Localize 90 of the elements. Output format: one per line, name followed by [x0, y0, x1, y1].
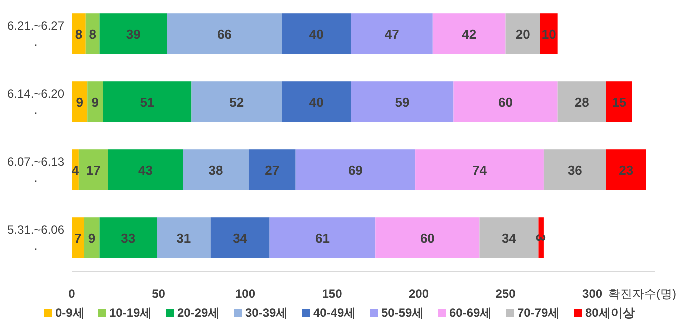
bar: [72, 14, 86, 54]
data-label: 60: [498, 95, 514, 110]
data-label: 7: [74, 231, 82, 246]
data-label: 38: [208, 163, 224, 178]
bar: [88, 82, 104, 122]
data-label: 8: [75, 27, 83, 42]
data-label: 20: [516, 27, 530, 42]
data-label: 33: [121, 231, 136, 246]
data-label: 40: [309, 95, 324, 110]
data-label: 61: [315, 231, 330, 246]
bar: [606, 150, 646, 190]
data-label: 10: [542, 27, 556, 42]
data-label: 15: [612, 95, 627, 110]
data-label: 74: [472, 163, 488, 178]
data-label: 40: [309, 27, 324, 42]
data-label: 8: [89, 27, 96, 42]
legend-label: 0-9세: [56, 306, 85, 320]
data-label: 59: [395, 95, 410, 110]
data-label: 31: [176, 231, 192, 246]
data-label: 42: [462, 27, 477, 42]
bar: [270, 218, 376, 258]
data-label: 34: [502, 231, 518, 246]
bar: [506, 14, 540, 54]
data-label: 36: [568, 163, 582, 178]
x-tick-label: 200: [409, 287, 430, 301]
x-tick-label: 50: [152, 287, 166, 301]
bar: [558, 82, 606, 122]
bar: [454, 82, 558, 122]
data-label: 9: [88, 231, 96, 246]
data-label: 34: [233, 231, 248, 246]
y-tick-label: 6.07.~6.13 .: [7, 155, 65, 185]
x-tick-label: 100: [235, 287, 256, 301]
legend-label: 40-49세: [314, 306, 356, 320]
data-label: 23: [619, 163, 634, 178]
legend-label: 10-19세: [110, 306, 152, 320]
data-label: 60: [420, 231, 435, 246]
x-tick-label: 300: [582, 287, 603, 301]
data-label: 69: [348, 163, 363, 178]
bar: [248, 150, 296, 190]
bar: [192, 82, 282, 122]
bar: [103, 82, 192, 122]
legend-label: 20-29세: [178, 306, 220, 320]
data-label: 4: [72, 163, 80, 178]
bar: [540, 14, 558, 54]
y-tick-label: 6.21.~6.27 .: [7, 19, 65, 49]
bar: [282, 82, 352, 122]
data-label: 9: [76, 95, 84, 110]
legend-label: 70-79세: [518, 306, 560, 320]
bar: [100, 218, 158, 258]
bar: [376, 218, 480, 258]
bar: [72, 82, 88, 122]
bar: [606, 82, 632, 122]
bar: [86, 14, 100, 54]
bar: [167, 14, 282, 54]
bar: [282, 14, 352, 54]
x-tick-label: 0: [68, 287, 76, 301]
data-label: 28: [574, 95, 590, 110]
data-label: 47: [384, 27, 400, 42]
bar: [544, 150, 606, 190]
bar: [100, 14, 168, 54]
bar: [72, 218, 84, 258]
data-label: 51: [140, 95, 155, 110]
legend-label: 80세이상: [586, 306, 635, 320]
x-tick-label: 150: [322, 287, 343, 301]
bar: [296, 150, 416, 190]
data-label: 3: [533, 234, 548, 242]
y-tick-label: 5.31.~6.06 .: [7, 223, 65, 253]
legend-label: 60-69세: [450, 306, 492, 320]
legend-label: 30-39세: [246, 306, 288, 320]
bar: [432, 14, 506, 54]
bar: [108, 150, 184, 190]
data-label: 27: [265, 163, 280, 178]
data-label: 52: [230, 95, 244, 110]
y-tick-label: 6.14.~6.20 .: [7, 87, 65, 117]
legend-label: 50-59세: [382, 306, 424, 320]
bar: [351, 82, 454, 122]
data-label: 39: [126, 27, 141, 42]
x-axis-title: 확진자수(명): [608, 287, 677, 301]
bar: [183, 150, 249, 190]
data-label: 17: [86, 163, 101, 178]
data-label: 43: [138, 163, 153, 178]
bar: [78, 150, 108, 190]
data-label: 66: [217, 27, 232, 42]
bar: [416, 150, 544, 190]
bar: [157, 218, 211, 258]
data-label: 9: [92, 95, 100, 110]
bar: [210, 218, 270, 258]
bar: [84, 218, 100, 258]
bar: [351, 14, 433, 54]
x-tick-label: 250: [496, 287, 516, 301]
